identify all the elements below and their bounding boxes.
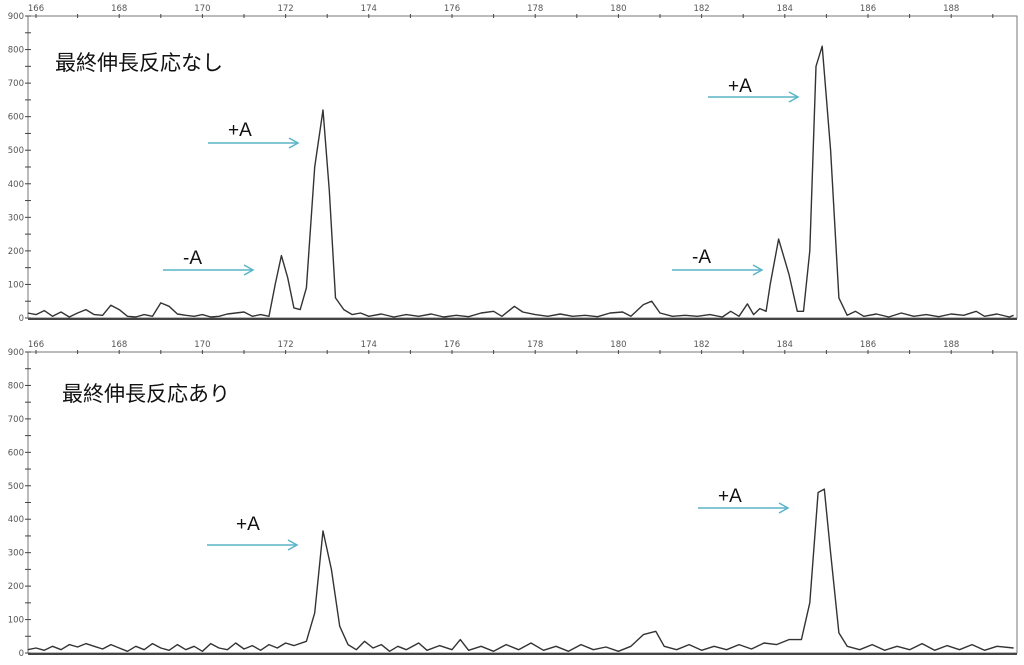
panel-with-final-extension: 166 168 170 172 174 176 178 180 182 184 186 188 0 100… xyxy=(8,340,1018,659)
y-tick-label: 200 xyxy=(8,247,24,257)
y-tick-label: 500 xyxy=(8,146,24,156)
y-tick-label: 900 xyxy=(8,12,24,22)
x-tick-label: 166 xyxy=(28,4,44,14)
x-tick-label: 182 xyxy=(693,4,709,14)
annotation-label: +A xyxy=(728,76,752,97)
plot-frame xyxy=(27,15,1018,319)
y-tick-label: 100 xyxy=(8,616,24,626)
y-tick-label: 400 xyxy=(8,180,24,190)
x-tick-label: 178 xyxy=(527,4,543,14)
x-tick-label: 182 xyxy=(693,340,709,350)
y-tick-label: 400 xyxy=(8,515,24,525)
y-tick-label: 600 xyxy=(8,448,24,458)
y-tick-label: 500 xyxy=(8,482,24,492)
panel-title: 最終伸長反応あり xyxy=(62,382,230,406)
y-tick-label: 800 xyxy=(8,381,24,391)
annotation-label: -A xyxy=(692,247,711,268)
x-tick-label: 168 xyxy=(111,340,127,350)
y-tick-label: 700 xyxy=(8,415,24,425)
x-tick-label: 172 xyxy=(277,4,293,14)
x-tick-label: 174 xyxy=(361,4,377,14)
arrow-head-icon xyxy=(788,91,800,103)
x-tick-label: 186 xyxy=(860,4,876,14)
x-tick-label: 168 xyxy=(111,4,127,14)
y-tick-label: 600 xyxy=(8,113,24,123)
trace-line xyxy=(27,488,1014,652)
x-tick-label: 170 xyxy=(194,340,210,350)
x-tick-label: 188 xyxy=(943,4,959,14)
x-tick-label: 176 xyxy=(444,4,460,14)
annotation-label: +A xyxy=(718,486,742,507)
annotation-label: +A xyxy=(228,120,252,141)
annotation-label: +A xyxy=(236,514,260,535)
y-tick-label: 200 xyxy=(8,582,24,592)
y-tick-label: 900 xyxy=(8,348,24,358)
y-tick-label: 0 xyxy=(19,649,24,659)
x-tick-label: 180 xyxy=(610,340,626,350)
arrow-head-icon xyxy=(243,264,255,276)
y-tick-label: 100 xyxy=(8,280,24,290)
panel-title: 最終伸長反応なし xyxy=(55,51,223,75)
y-tick-label: 0 xyxy=(19,314,24,324)
arrow-head-icon xyxy=(778,502,790,514)
x-tick-label: 170 xyxy=(194,4,210,14)
y-tick-label: 800 xyxy=(8,46,24,56)
x-tick-label: 166 xyxy=(28,340,44,350)
arrow-head-icon xyxy=(752,264,764,276)
x-tick-label: 188 xyxy=(943,340,959,350)
x-tick-label: 184 xyxy=(777,4,793,14)
panel-without-final-extension: 166 168 170 172 174 176 178 180 182 184 186 188 0 100… xyxy=(8,4,1018,324)
x-tick-label: 186 xyxy=(860,340,876,350)
arrow-head-icon xyxy=(287,539,299,551)
x-tick-label: 176 xyxy=(444,340,460,350)
annotation-label: -A xyxy=(183,248,202,269)
trace-line xyxy=(27,45,1014,318)
x-tick-label: 178 xyxy=(527,340,543,350)
x-tick-label: 184 xyxy=(777,340,793,350)
x-tick-label: 180 xyxy=(610,4,626,14)
arrow-head-icon xyxy=(288,137,300,149)
y-tick-label: 300 xyxy=(8,549,24,559)
plot-frame xyxy=(27,351,1018,654)
x-tick-label: 174 xyxy=(361,340,377,350)
x-tick-label: 172 xyxy=(277,340,293,350)
y-tick-label: 700 xyxy=(8,79,24,89)
y-tick-label: 300 xyxy=(8,213,24,223)
